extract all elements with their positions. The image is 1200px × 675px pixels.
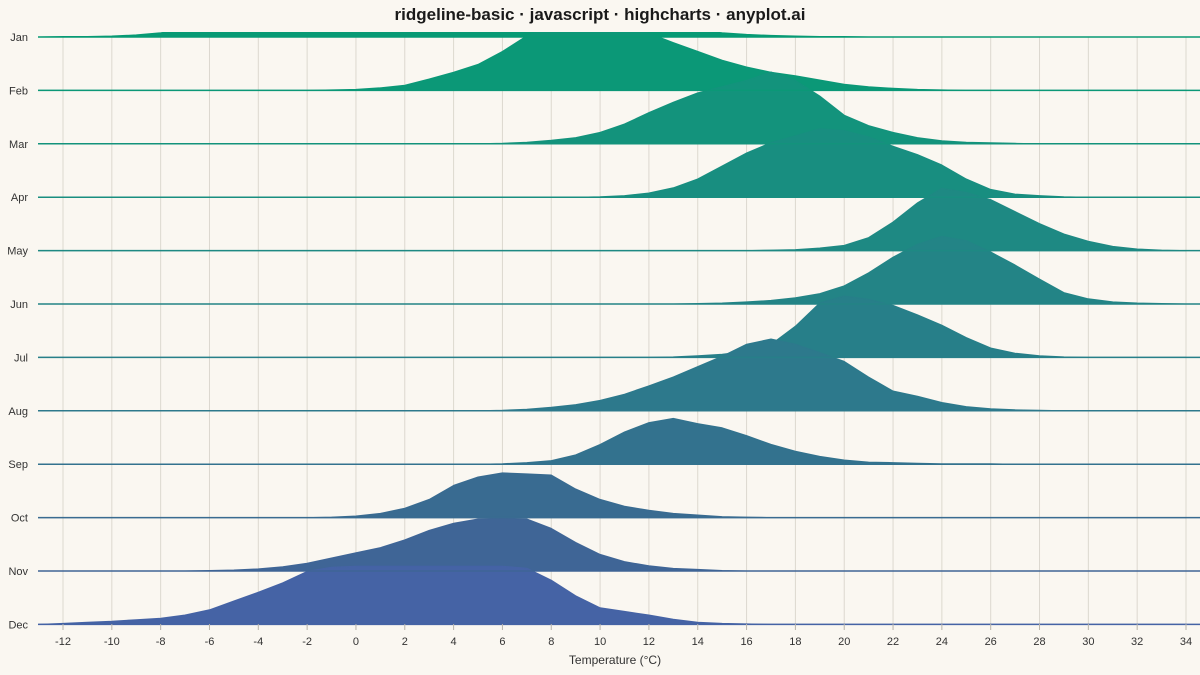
ridge-nov [38, 517, 1187, 572]
x-tick-label: -12 [55, 636, 71, 648]
x-tick-label: 30 [1082, 636, 1094, 648]
y-category-label: Dec [8, 619, 28, 631]
y-category-label: Nov [8, 566, 28, 578]
x-tick-label: 12 [643, 636, 655, 648]
x-tick-label: 14 [692, 636, 704, 648]
y-category-label: Feb [9, 85, 28, 97]
y-category-label: Aug [8, 406, 28, 418]
x-tick-label: 34 [1180, 636, 1192, 648]
x-tick-labels: -12 -10 -8 -6 -4 -2 0 2 4 6 8 10 12 14 16 18 20 22 24 26 28 3… [55, 624, 1192, 648]
y-category-labels: Jan Feb Mar Apr May Jun Jul Aug Sep Oct Nov Dec [7, 32, 28, 631]
x-tick-label: 22 [887, 636, 899, 648]
ridge-dec [38, 565, 1187, 625]
ridge-layer [38, 32, 1187, 625]
x-tick-label: -2 [302, 636, 312, 648]
ridge-feb [38, 32, 1187, 91]
x-tick-label: 2 [402, 636, 408, 648]
chart-title: ridgeline-basic · javascript · highchart… [394, 5, 806, 24]
ridge-aug [38, 338, 1187, 412]
x-tick-label: 10 [594, 636, 606, 648]
x-tick-label: 28 [1033, 636, 1045, 648]
x-tick-label: 8 [548, 636, 554, 648]
x-tick-label: 32 [1131, 636, 1143, 648]
x-tick-label: 26 [985, 636, 997, 648]
ridge-sep [38, 417, 1187, 465]
ridge-jan [38, 32, 1187, 38]
x-tick-label: 20 [838, 636, 850, 648]
y-category-label: Mar [9, 139, 28, 151]
ridge-jul [38, 295, 1187, 358]
x-tick-label: -6 [205, 636, 215, 648]
x-tick-label: -8 [156, 636, 166, 648]
x-tick-label: 4 [451, 636, 457, 648]
x-tick-label: 24 [936, 636, 948, 648]
y-category-label: Jul [14, 352, 28, 364]
y-category-label: Apr [11, 192, 28, 204]
y-category-label: Oct [11, 513, 28, 525]
x-tick-label: 0 [353, 636, 359, 648]
y-category-label: Jun [10, 299, 28, 311]
x-tick-label: -10 [104, 636, 120, 648]
y-category-label: Sep [8, 459, 28, 471]
x-tick-label: 6 [499, 636, 505, 648]
x-tick-label: 16 [740, 636, 752, 648]
x-tick-label: 18 [789, 636, 801, 648]
ridge-oct [38, 472, 1187, 519]
x-axis-title: Temperature (°C) [569, 653, 661, 667]
y-category-label: May [7, 246, 28, 258]
x-tick-label: -4 [253, 636, 263, 648]
baseline-layer [38, 36, 1200, 626]
y-category-label: Jan [10, 32, 28, 44]
